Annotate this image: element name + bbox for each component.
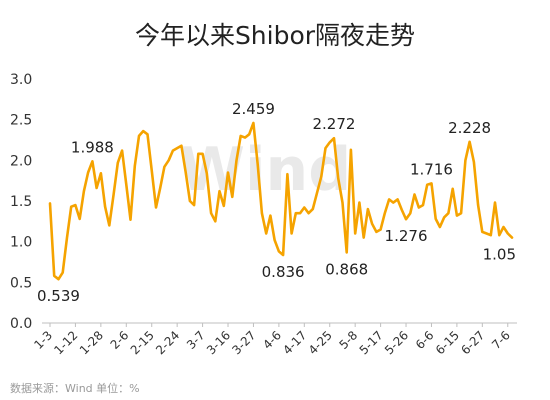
source-note: 数据来源：Wind 单位：%: [10, 381, 140, 395]
y-tick-label: 3.0: [10, 72, 32, 88]
y-axis: 0.0 0.5 1.0 1.5 2.0 2.5 3.0: [10, 72, 32, 332]
x-tick-label: 4-25: [306, 328, 335, 357]
x-tick-label: 3-16: [204, 328, 233, 357]
y-tick-label: 2.0: [10, 153, 32, 169]
data-label: 0.836: [262, 263, 305, 281]
x-tick-label: 5-17: [357, 328, 386, 357]
data-label: 0.868: [325, 260, 368, 278]
x-tick-label: 2-24: [153, 328, 182, 357]
x-tick-label: 4-17: [280, 328, 309, 357]
data-label: 0.539: [37, 287, 80, 305]
x-tick-label: 1-28: [77, 328, 106, 357]
y-tick-label: 2.5: [10, 113, 32, 129]
series-line: [48, 121, 514, 281]
x-tick-label: 5-26: [382, 328, 411, 357]
data-label: 2.272: [313, 115, 356, 133]
plot-area: [48, 121, 514, 281]
x-tick-label: 6-15: [433, 328, 462, 357]
x-tick-label: 1-12: [51, 328, 80, 357]
x-tick-label: 3-27: [229, 328, 258, 357]
y-tick-label: 0.5: [10, 275, 32, 291]
x-tick-label: 7-6: [489, 328, 513, 352]
data-label: 2.228: [448, 119, 491, 137]
data-label: 2.459: [232, 100, 275, 118]
data-label: 1.988: [71, 138, 114, 156]
watermark: Wind: [179, 135, 351, 205]
data-label: 1.05: [483, 246, 516, 264]
y-tick-label: 1.0: [10, 235, 32, 251]
x-tick-label: 2-15: [128, 328, 157, 357]
y-tick-label: 0.0: [10, 316, 32, 332]
data-label: 1.276: [385, 227, 428, 245]
x-tick-label: 6-27: [458, 328, 487, 357]
x-axis: 1-31-121-28 2-62-152-24 3-73-163-27 4-64-17…: [31, 323, 513, 357]
chart-title: 今年以来Shibor隔夜走势: [135, 21, 415, 50]
y-tick-label: 1.5: [10, 194, 32, 210]
data-labels: 0.539 1.988 2.459 0.836 2.272 0.868 1.276 1.716…: [37, 100, 516, 305]
data-label: 1.716: [410, 160, 453, 178]
